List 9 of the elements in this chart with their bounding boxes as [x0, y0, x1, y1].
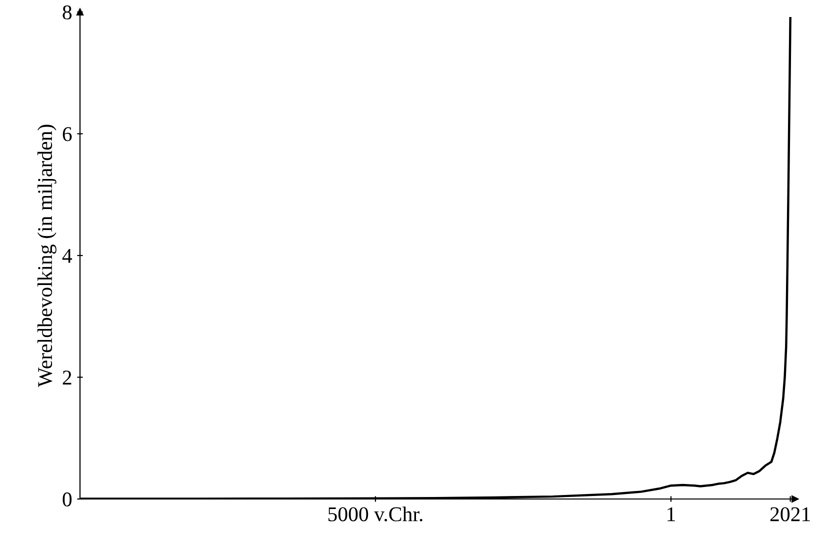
x-tick-label: 2021 [770, 507, 810, 522]
y-axis-title: Wereldbevolking (in miljarden) [37, 124, 56, 388]
x-tick-label: 5000 v.Chr. [328, 506, 422, 522]
y-tick-label: 4 [62, 249, 72, 263]
y-tick-label: 0 [62, 492, 72, 506]
y-tick-label: 8 [62, 5, 72, 20]
y-tick-label: 2 [62, 370, 72, 384]
x-tick-label: 1 [668, 507, 675, 522]
y-tick-label: 6 [62, 127, 72, 142]
